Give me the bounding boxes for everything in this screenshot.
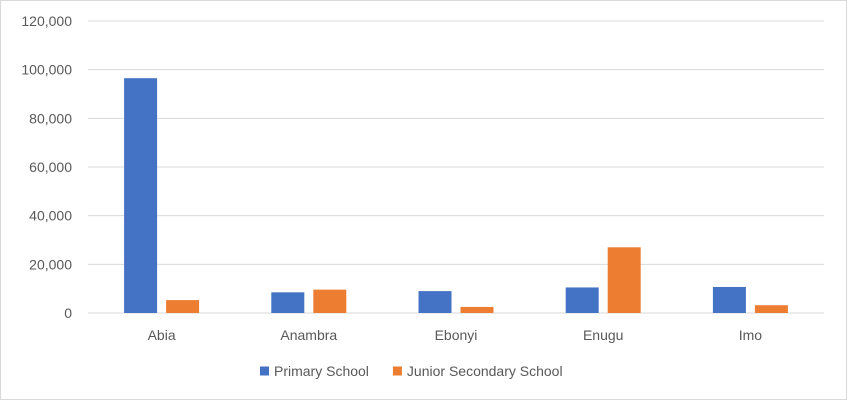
y-tick-label: 60,000 [29, 159, 72, 175]
x-tick-label: Imo [739, 327, 763, 343]
y-tick-label: 40,000 [29, 208, 72, 224]
x-tick-label: Anambra [280, 327, 337, 343]
bar-enugu-junior-secondary-school [607, 247, 641, 313]
gridlines [88, 20, 824, 314]
bar-ebonyi-primary-school [418, 291, 452, 313]
y-tick-label: 0 [64, 305, 72, 321]
bar-abia-primary-school [124, 78, 158, 313]
bar-imo-junior-secondary-school [754, 305, 788, 313]
bar-imo-primary-school [712, 286, 746, 313]
y-tick-label: 120,000 [21, 13, 72, 29]
x-tick-label: Enugu [583, 327, 623, 343]
legend-swatch [260, 366, 269, 376]
y-tick-label: 100,000 [21, 62, 72, 78]
bars [124, 78, 788, 313]
legend-label: Junior Secondary School [407, 363, 563, 379]
legend-swatch [392, 366, 402, 376]
x-axis-ticks: Abia Anambra Ebonyi Enugu Imo [148, 327, 763, 343]
bar-anambra-primary-school [271, 292, 305, 313]
bar-ebonyi-junior-secondary-school [460, 306, 494, 313]
y-axis-ticks: 0 20,000 40,000 60,000 80,000 100,000 120,000 [21, 13, 72, 321]
bar-enugu-primary-school [565, 287, 599, 313]
legend: Primary School Junior Secondary School [260, 363, 563, 379]
x-tick-label: Abia [148, 327, 176, 343]
y-tick-label: 20,000 [29, 256, 72, 272]
bar-abia-junior-secondary-school [166, 300, 200, 313]
legend-label: Primary School [274, 363, 369, 379]
y-tick-label: 80,000 [29, 110, 72, 126]
x-tick-label: Ebonyi [435, 327, 478, 343]
bar-anambra-junior-secondary-school [313, 289, 347, 313]
